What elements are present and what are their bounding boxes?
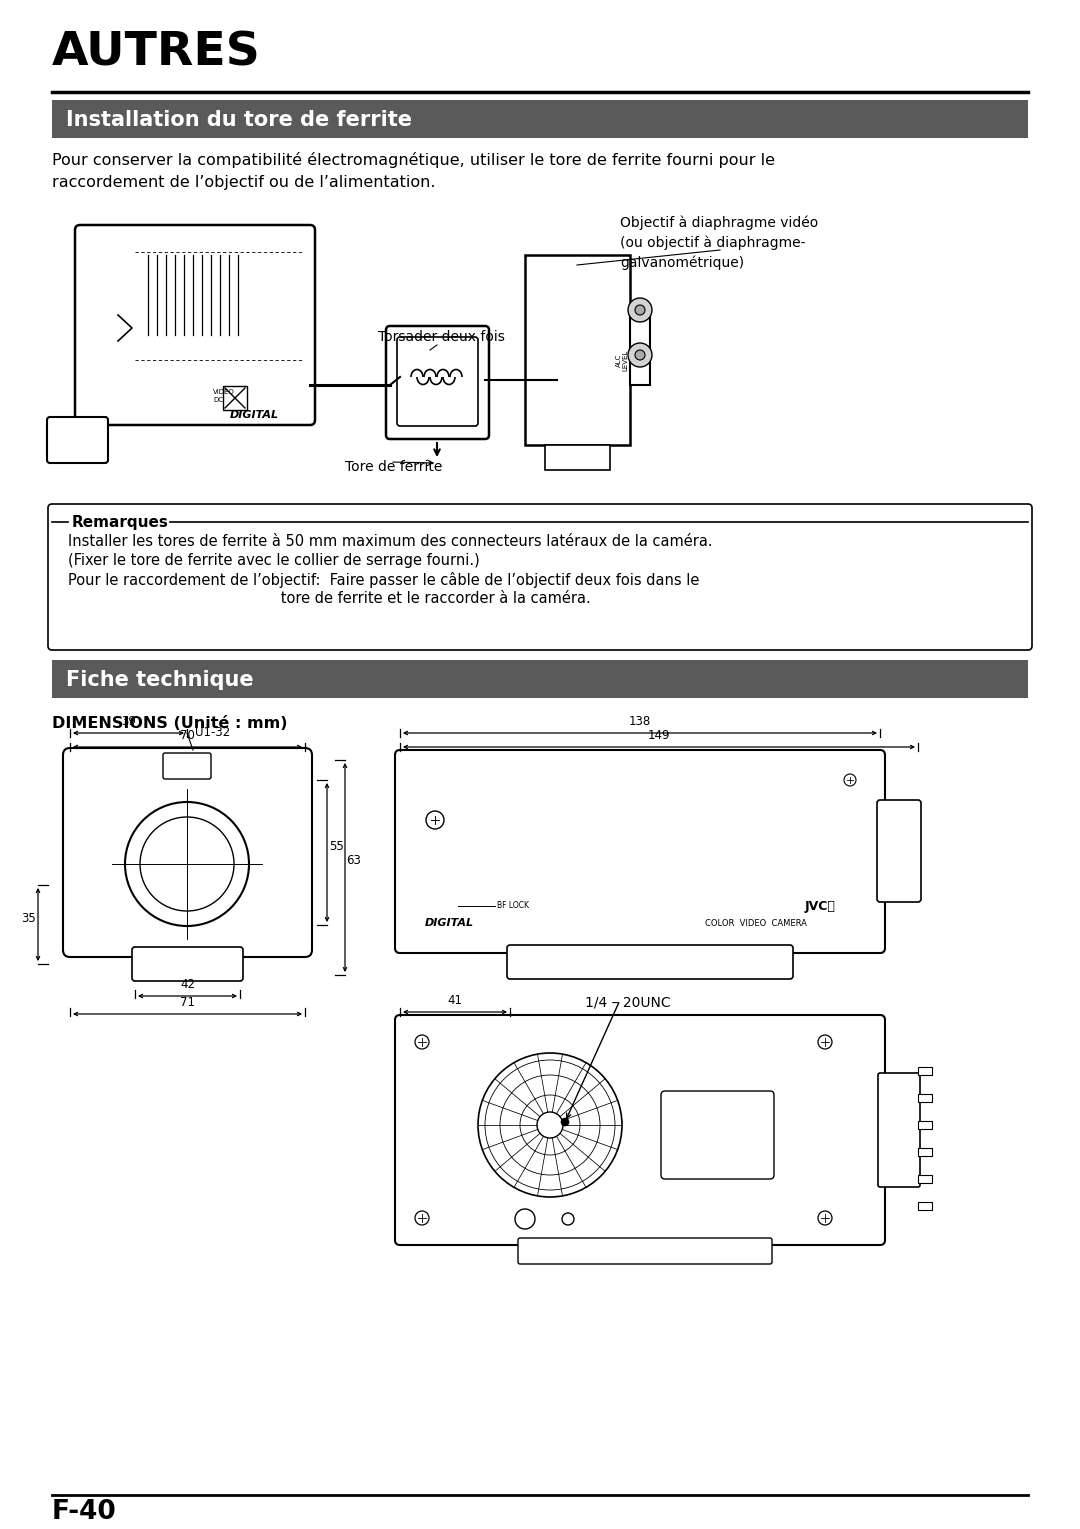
Text: COLOR  VIDEO  CAMERA: COLOR VIDEO CAMERA [705, 919, 807, 928]
Text: (Fixer le tore de ferrite avec le collier de serrage fourni.): (Fixer le tore de ferrite avec le collie… [68, 553, 480, 567]
FancyBboxPatch shape [518, 1238, 772, 1264]
Text: 1/4 – 20UNC: 1/4 – 20UNC [585, 995, 671, 1009]
Bar [918, 1148, 932, 1156]
Bar [545, 445, 610, 469]
Bar [52, 661, 1028, 699]
Text: 55: 55 [328, 839, 343, 853]
FancyBboxPatch shape [878, 1073, 920, 1187]
FancyBboxPatch shape [386, 326, 489, 439]
Text: DC: DC [213, 398, 222, 404]
Text: 35: 35 [22, 911, 37, 925]
Circle shape [627, 298, 652, 323]
Text: 138: 138 [629, 716, 651, 728]
Bar [52, 99, 1028, 138]
Circle shape [627, 342, 652, 367]
Text: ALC
LEVEL: ALC LEVEL [616, 349, 629, 370]
Text: tore de ferrite et le raccorder à la caméra.: tore de ferrite et le raccorder à la cam… [68, 592, 591, 605]
Text: DIGITAL: DIGITAL [230, 410, 279, 420]
FancyBboxPatch shape [395, 751, 885, 953]
Text: DIGITAL: DIGITAL [426, 917, 474, 928]
Text: VIDEO: VIDEO [213, 388, 234, 394]
Circle shape [561, 1118, 569, 1125]
Text: 149: 149 [648, 729, 671, 742]
Text: F-40: F-40 [52, 1498, 117, 1524]
Circle shape [635, 350, 645, 359]
Bar [222, 385, 247, 410]
Bar [918, 1202, 932, 1209]
Bar [525, 255, 630, 445]
FancyBboxPatch shape [48, 505, 1032, 650]
FancyBboxPatch shape [48, 417, 108, 463]
FancyBboxPatch shape [877, 800, 921, 902]
Text: Installer les tores de ferrite à 50 mm maximum des connecteurs latéraux de la ca: Installer les tores de ferrite à 50 mm m… [68, 534, 713, 549]
Text: Pour conserver la compatibilité électromagnétique, utiliser le tore de ferrite f: Pour conserver la compatibilité électrom… [52, 151, 775, 190]
FancyBboxPatch shape [132, 946, 243, 982]
Text: 70: 70 [180, 729, 194, 742]
Text: 39: 39 [121, 716, 136, 728]
Text: 71: 71 [180, 995, 195, 1009]
FancyBboxPatch shape [395, 1015, 885, 1245]
FancyBboxPatch shape [75, 225, 315, 425]
Text: Torsader deux fois: Torsader deux fois [378, 330, 504, 344]
Text: Fiche technique: Fiche technique [66, 670, 254, 690]
FancyBboxPatch shape [661, 1092, 774, 1179]
Bar [918, 1121, 932, 1128]
Text: AUTRES: AUTRES [52, 31, 261, 75]
FancyBboxPatch shape [397, 336, 478, 427]
Circle shape [635, 304, 645, 315]
FancyBboxPatch shape [507, 945, 793, 979]
Text: U1-32: U1-32 [195, 726, 230, 740]
Text: Objectif à diaphragme vidéo
(ou objectif à diaphragme-
galvanométrique): Objectif à diaphragme vidéo (ou objectif… [620, 216, 819, 271]
FancyBboxPatch shape [163, 752, 211, 778]
Bar [918, 1067, 932, 1075]
Text: 63: 63 [347, 855, 362, 867]
Text: Installation du tore de ferrite: Installation du tore de ferrite [66, 110, 411, 130]
Text: JVCⓇ: JVCⓇ [805, 901, 836, 913]
Text: 41: 41 [447, 994, 462, 1008]
Bar [918, 1174, 932, 1183]
Bar [918, 1095, 932, 1102]
Text: Remarques: Remarques [72, 514, 168, 529]
Bar [630, 315, 650, 385]
Text: DIMENSIONS (Unité : mm): DIMENSIONS (Unité : mm) [52, 716, 287, 731]
Text: Tore de ferrite: Tore de ferrite [345, 460, 443, 474]
Text: BF LOCK: BF LOCK [497, 902, 529, 910]
Text: 42: 42 [180, 979, 195, 991]
Text: Pour le raccordement de l’objectif:  Faire passer le câble de l’objectif deux fo: Pour le raccordement de l’objectif: Fair… [68, 572, 700, 589]
FancyBboxPatch shape [63, 748, 312, 957]
